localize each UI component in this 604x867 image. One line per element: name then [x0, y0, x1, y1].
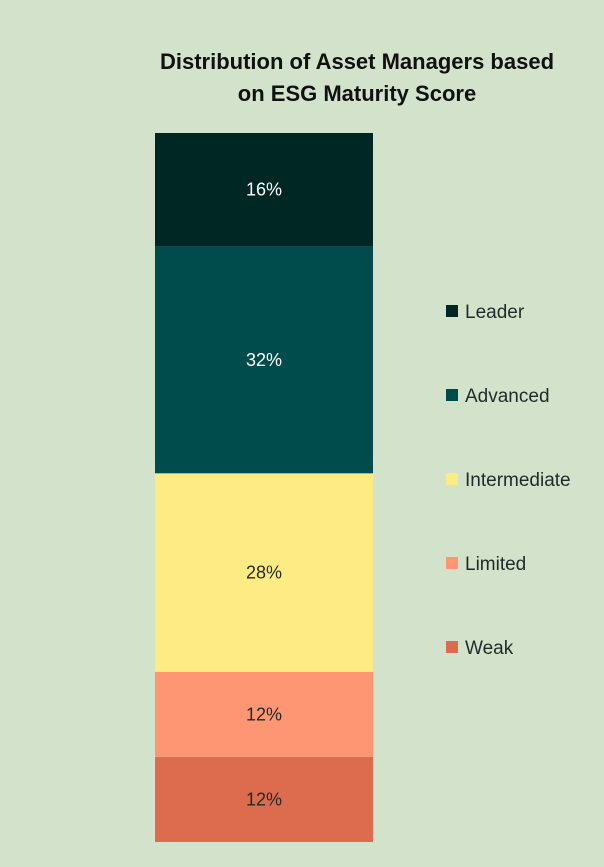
data-label-limited: 12%	[246, 704, 282, 724]
legend-item-leader: Leader	[446, 302, 525, 323]
legend-swatch-intermediate	[446, 473, 458, 485]
legend-label-weak: Weak	[465, 638, 514, 659]
chart-title-line-2: on ESG Maturity Score	[237, 81, 477, 106]
legend-item-weak: Weak	[446, 638, 514, 659]
bar-segment-advanced	[155, 246, 373, 474]
legend-label-advanced: Advanced	[465, 386, 550, 407]
data-label-leader: 16%	[246, 180, 282, 200]
bar-segment-intermediate	[155, 473, 373, 672]
legend-label-leader: Leader	[465, 302, 525, 323]
legend-item-intermediate: Intermediate	[446, 470, 571, 491]
legend-swatch-leader	[446, 305, 458, 317]
legend-swatch-advanced	[446, 389, 458, 401]
data-label-advanced: 32%	[246, 350, 282, 370]
bar-segment-weak	[155, 756, 373, 842]
legend-item-advanced: Advanced	[446, 386, 550, 407]
data-label-weak: 12%	[246, 790, 282, 810]
legend-item-limited: Limited	[446, 554, 526, 575]
legend-label-intermediate: Intermediate	[465, 470, 571, 491]
legend-swatch-weak	[446, 641, 458, 653]
chart-title-line-1: Distribution of Asset Managers based	[159, 49, 555, 74]
bar-segment-leader	[155, 133, 373, 247]
bar-segment-limited	[155, 671, 373, 757]
legend-label-limited: Limited	[465, 554, 526, 575]
legend-swatch-limited	[446, 557, 458, 569]
data-label-intermediate: 28%	[246, 563, 282, 583]
